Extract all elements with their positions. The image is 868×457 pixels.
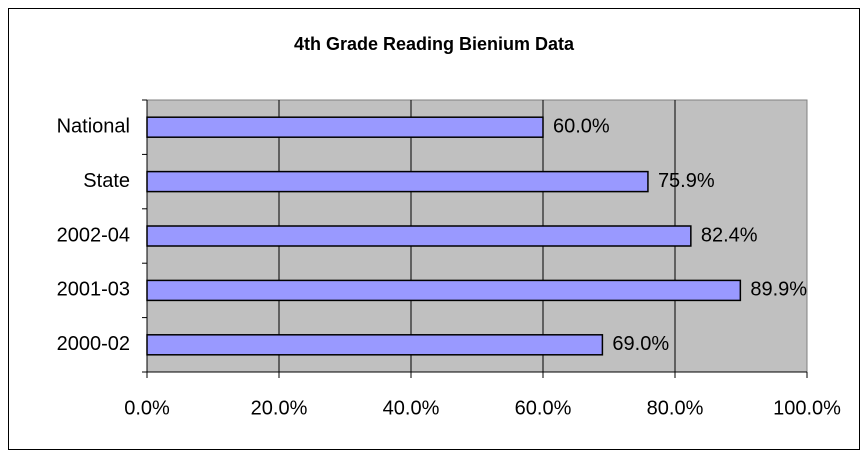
y-tick-label: National: [57, 115, 130, 137]
x-tick-label: 0.0%: [124, 397, 170, 419]
y-tick-label: 2002-04: [57, 224, 130, 246]
data-label: 89.9%: [750, 279, 807, 301]
data-label: 82.4%: [701, 224, 758, 246]
bar: [146, 170, 649, 193]
data-label: 75.9%: [658, 170, 715, 192]
chart-title: 4th Grade Reading Bienium Data: [294, 34, 575, 54]
data-label: 69.0%: [612, 333, 669, 355]
bar: [146, 334, 604, 356]
x-tick-label: 40.0%: [383, 397, 440, 419]
x-tick-label: 100.0%: [773, 397, 841, 419]
y-tick-label: 2000-02: [57, 333, 130, 355]
bar: [146, 225, 692, 247]
x-tick-label: 20.0%: [251, 397, 308, 419]
data-label: 60.0%: [553, 115, 610, 137]
bar: [146, 116, 544, 138]
x-tick-label: 60.0%: [515, 397, 572, 419]
y-tick-label: 2001-03: [57, 279, 130, 301]
x-tick-label: 80.0%: [647, 397, 704, 419]
bar: [146, 279, 742, 302]
y-tick-label: State: [83, 170, 130, 192]
